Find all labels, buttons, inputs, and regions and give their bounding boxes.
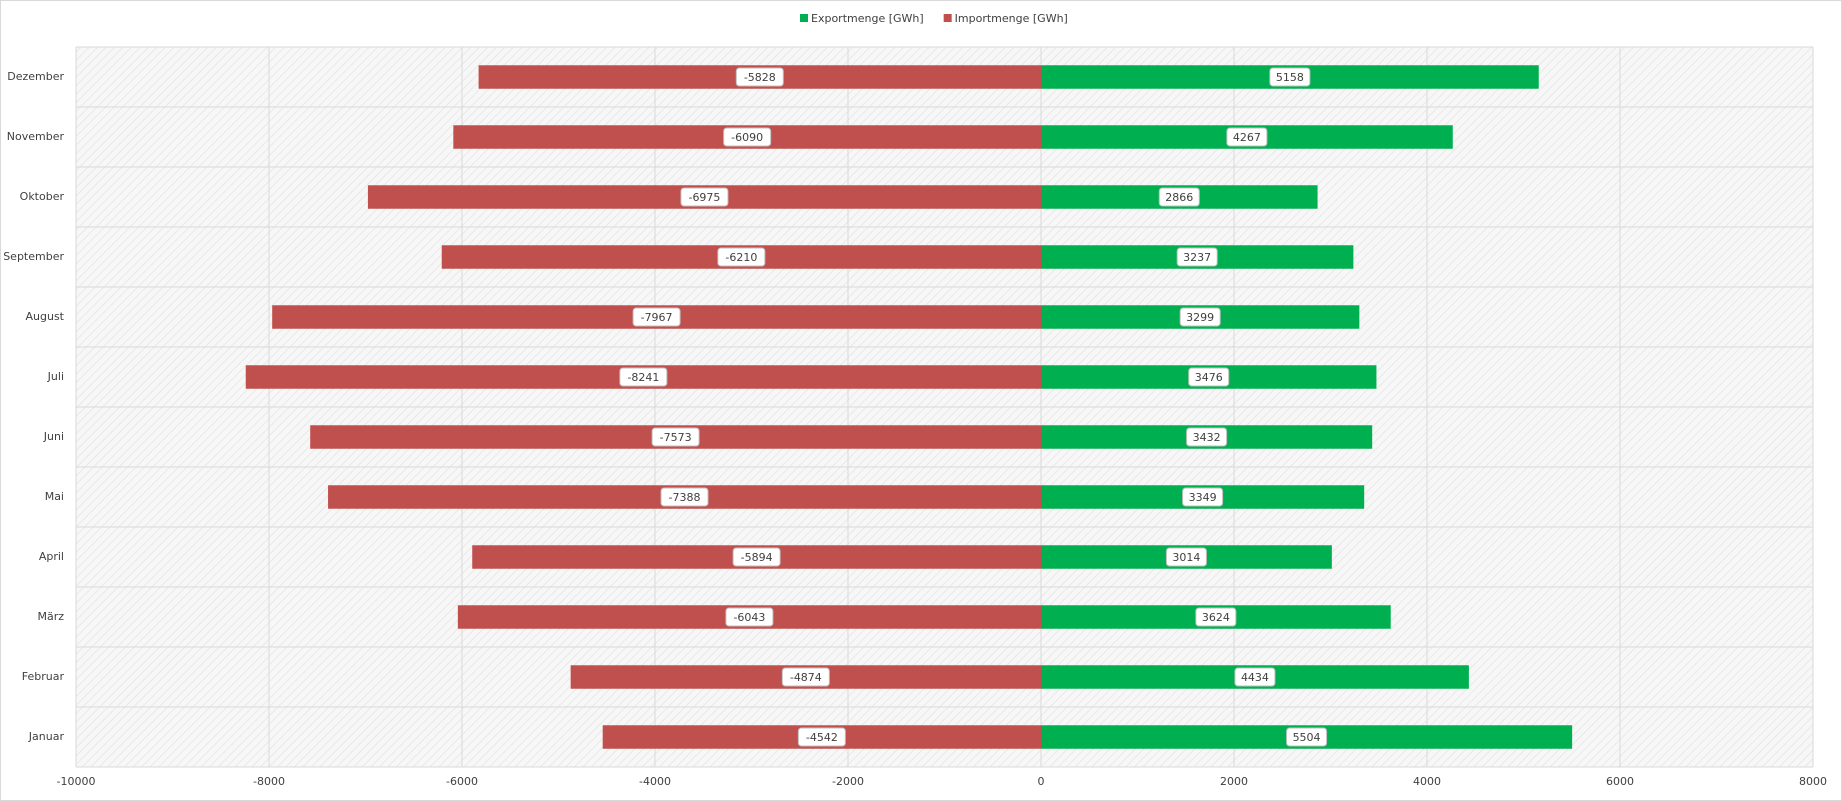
y-tick-label: November <box>7 130 65 143</box>
data-label: -7573 <box>660 431 692 444</box>
y-tick-label: Mai <box>45 490 64 503</box>
data-label: -5828 <box>744 71 776 84</box>
data-label-box <box>680 187 729 207</box>
data-label: 5158 <box>1276 71 1304 84</box>
data-label: 3624 <box>1202 611 1230 624</box>
data-label-box <box>735 67 784 87</box>
data-label-box <box>723 127 772 147</box>
x-tick-label: -2000 <box>832 775 864 788</box>
data-label: -6043 <box>733 611 765 624</box>
data-label: -4542 <box>806 731 838 744</box>
data-label-box <box>1176 247 1218 267</box>
y-tick-label: Juli <box>47 370 64 383</box>
x-tick-label: -4000 <box>639 775 671 788</box>
data-label: -6210 <box>725 251 757 264</box>
data-label-box <box>1234 667 1276 687</box>
data-label-box <box>725 607 774 627</box>
y-tick-label: September <box>3 250 64 263</box>
data-label: 4267 <box>1233 131 1261 144</box>
data-label: -7967 <box>641 311 673 324</box>
data-label-box <box>732 547 781 567</box>
data-label: 3476 <box>1195 371 1223 384</box>
data-label: 2866 <box>1165 191 1193 204</box>
data-label-box <box>1269 67 1311 87</box>
data-label-box <box>1158 187 1200 207</box>
data-label-box <box>1188 367 1230 387</box>
data-label: -7388 <box>669 491 701 504</box>
data-label-box <box>1182 487 1224 507</box>
y-tick-label: Juni <box>43 430 64 443</box>
data-label-box <box>797 727 846 747</box>
data-label-box <box>781 667 830 687</box>
data-label: -8241 <box>627 371 659 384</box>
data-label-box <box>660 487 709 507</box>
y-tick-label: Februar <box>22 670 65 683</box>
data-label: -5894 <box>741 551 773 564</box>
legend-label: Exportmenge [GWh] <box>811 12 924 25</box>
y-tick-label: Januar <box>28 730 65 743</box>
data-label-box <box>717 247 766 267</box>
legend-label: Importmenge [GWh] <box>955 12 1068 25</box>
data-label-box <box>1286 727 1328 747</box>
x-tick-label: -8000 <box>253 775 285 788</box>
data-label: 3014 <box>1172 551 1200 564</box>
x-tick-label: 0 <box>1038 775 1045 788</box>
data-label-box <box>1195 607 1237 627</box>
data-label-box <box>619 367 668 387</box>
data-label-box <box>1165 547 1207 567</box>
data-label-box <box>1179 307 1221 327</box>
data-label-box <box>632 307 681 327</box>
x-tick-label: 6000 <box>1606 775 1634 788</box>
data-label: 3432 <box>1193 431 1221 444</box>
x-tick-label: -10000 <box>57 775 96 788</box>
legend-swatch <box>943 14 952 22</box>
data-label: 5504 <box>1293 731 1321 744</box>
data-label: 3237 <box>1183 251 1211 264</box>
y-tick-label: April <box>39 550 64 563</box>
data-label-box <box>651 427 700 447</box>
x-tick-label: 2000 <box>1220 775 1248 788</box>
data-label: 4434 <box>1241 671 1269 684</box>
data-label-box <box>1186 427 1228 447</box>
x-tick-label: -6000 <box>446 775 478 788</box>
data-label-box <box>1226 127 1268 147</box>
data-label: -4874 <box>790 671 822 684</box>
x-tick-label: 4000 <box>1413 775 1441 788</box>
y-tick-label: März <box>37 610 64 623</box>
legend-swatch <box>800 14 808 22</box>
data-label: -6090 <box>731 131 763 144</box>
y-tick-label: Oktober <box>20 190 65 203</box>
x-tick-label: 8000 <box>1799 775 1827 788</box>
data-label: -6975 <box>688 191 720 204</box>
y-tick-label: August <box>26 310 65 323</box>
data-label: 3349 <box>1189 491 1217 504</box>
y-tick-label: Dezember <box>7 70 64 83</box>
data-label: 3299 <box>1186 311 1214 324</box>
